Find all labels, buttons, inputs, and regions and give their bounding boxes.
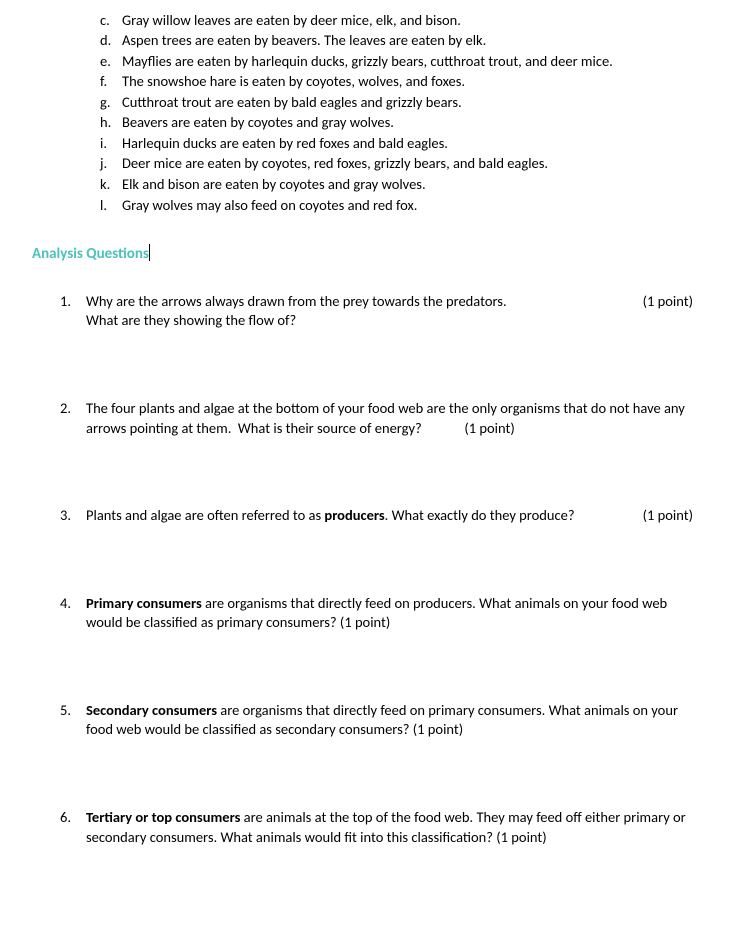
question-text: Tertiary or top consumers are animals at… bbox=[86, 808, 693, 847]
list-item-label: i. bbox=[100, 134, 122, 154]
list-item-text: Aspen trees are eaten by beavers. The le… bbox=[122, 31, 703, 51]
question-number: 4. bbox=[60, 594, 86, 633]
lettered-list-item: e.Mayflies are eaten by harlequin ducks,… bbox=[100, 51, 703, 72]
list-item-label: d. bbox=[100, 31, 122, 51]
question-text: Secondary consumers are organisms that d… bbox=[86, 701, 693, 740]
list-item-text: Harlequin ducks are eaten by red foxes a… bbox=[122, 134, 703, 154]
list-item-text: Gray willow leaves are eaten by deer mic… bbox=[122, 11, 703, 31]
lettered-list-item: j.Deer mice are eaten by coyotes, red fo… bbox=[100, 154, 703, 175]
list-item-label: f. bbox=[100, 72, 122, 92]
section-heading-text: Analysis Questions bbox=[32, 245, 149, 263]
list-item-label: l. bbox=[100, 196, 122, 216]
lettered-list-item: i.Harlequin ducks are eaten by red foxes… bbox=[100, 133, 703, 154]
question-item: 4.Primary consumers are organisms that d… bbox=[60, 594, 703, 633]
bold-term: Primary consumers bbox=[86, 594, 202, 612]
question-body: The four plants and algae at the bottom … bbox=[86, 399, 703, 438]
question-text: Plants and algae are often referred to a… bbox=[86, 506, 613, 526]
question-text: The four plants and algae at the bottom … bbox=[86, 399, 693, 438]
question-number: 6. bbox=[60, 808, 86, 847]
list-item-label: j. bbox=[100, 154, 122, 174]
question-body: Primary consumers are organisms that dir… bbox=[86, 594, 703, 633]
question-item: 6.Tertiary or top consumers are animals … bbox=[60, 808, 703, 847]
list-item-label: c. bbox=[100, 11, 122, 31]
list-item-text: Gray wolves may also feed on coyotes and… bbox=[122, 196, 703, 216]
question-item: 3.Plants and algae are often referred to… bbox=[60, 506, 703, 526]
lettered-list-item: c.Gray willow leaves are eaten by deer m… bbox=[100, 10, 703, 31]
bold-term: Tertiary or top consumers bbox=[86, 808, 240, 826]
question-number: 1. bbox=[60, 292, 86, 331]
question-body: Tertiary or top consumers are animals at… bbox=[86, 808, 703, 847]
list-item-label: e. bbox=[100, 52, 122, 72]
list-item-text: The snowshoe hare is eaten by coyotes, w… bbox=[122, 72, 703, 92]
bold-term: producers bbox=[324, 506, 384, 524]
list-item-text: Mayflies are eaten by harlequin ducks, g… bbox=[122, 52, 703, 72]
numbered-question-list: 1.Why are the arrows always drawn from t… bbox=[60, 292, 703, 847]
question-text: Primary consumers are organisms that dir… bbox=[86, 594, 693, 633]
text-cursor bbox=[149, 244, 150, 261]
question-text-line2: What are they showing the flow of? bbox=[86, 311, 693, 331]
list-item-label: h. bbox=[100, 113, 122, 133]
question-body: Plants and algae are often referred to a… bbox=[86, 506, 703, 526]
lettered-list-item: f.The snowshoe hare is eaten by coyotes,… bbox=[100, 72, 703, 93]
question-item: 1.Why are the arrows always drawn from t… bbox=[60, 292, 703, 331]
lettered-list-item: g.Cutthroat trout are eaten by bald eagl… bbox=[100, 92, 703, 113]
lettered-list-item: h.Beavers are eaten by coyotes and gray … bbox=[100, 113, 703, 134]
question-body: Secondary consumers are organisms that d… bbox=[86, 701, 703, 740]
question-body: Why are the arrows always drawn from the… bbox=[86, 292, 703, 331]
lettered-list-item: l.Gray wolves may also feed on coyotes a… bbox=[100, 195, 703, 216]
list-item-text: Elk and bison are eaten by coyotes and g… bbox=[122, 175, 703, 195]
question-number: 2. bbox=[60, 399, 86, 438]
question-text: Why are the arrows always drawn from the… bbox=[86, 292, 613, 312]
question-number: 3. bbox=[60, 506, 86, 526]
list-item-label: k. bbox=[100, 175, 122, 195]
bold-term: Secondary consumers bbox=[86, 701, 217, 719]
lettered-list: c.Gray willow leaves are eaten by deer m… bbox=[100, 10, 703, 216]
question-points: (1 point) bbox=[643, 506, 693, 526]
section-heading: Analysis Questions bbox=[32, 244, 703, 264]
question-item: 2.The four plants and algae at the botto… bbox=[60, 399, 703, 438]
lettered-list-item: d.Aspen trees are eaten by beavers. The … bbox=[100, 31, 703, 52]
question-item: 5.Secondary consumers are organisms that… bbox=[60, 701, 703, 740]
list-item-label: g. bbox=[100, 93, 122, 113]
question-points: (1 point) bbox=[643, 292, 693, 312]
list-item-text: Beavers are eaten by coyotes and gray wo… bbox=[122, 113, 703, 133]
question-number: 5. bbox=[60, 701, 86, 740]
list-item-text: Deer mice are eaten by coyotes, red foxe… bbox=[122, 154, 703, 174]
lettered-list-item: k.Elk and bison are eaten by coyotes and… bbox=[100, 175, 703, 196]
list-item-text: Cutthroat trout are eaten by bald eagles… bbox=[122, 93, 703, 113]
